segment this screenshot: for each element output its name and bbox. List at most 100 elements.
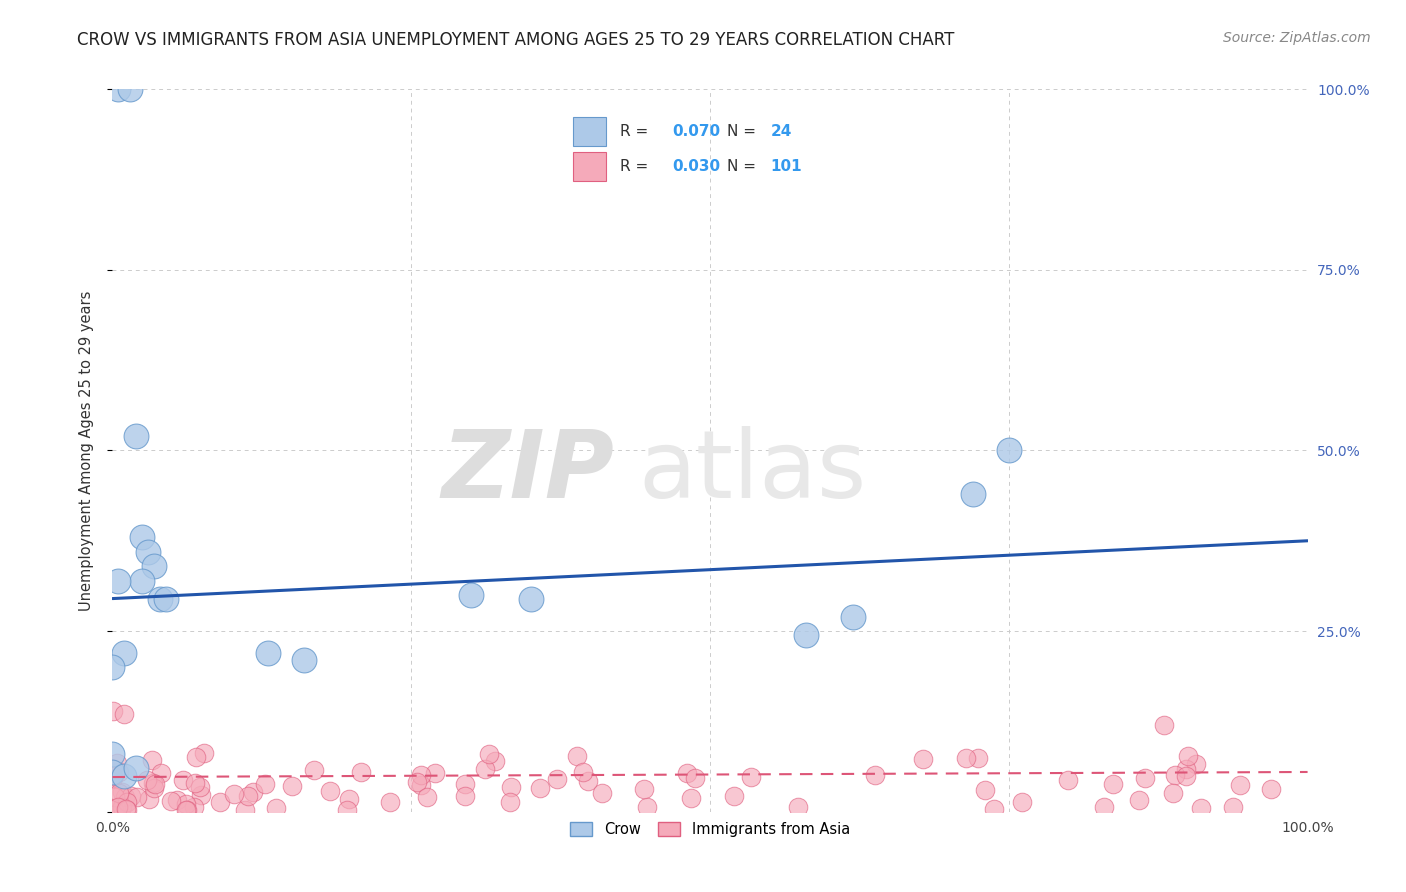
Point (787, 800, 810, 814)
Text: R =: R = (620, 160, 654, 174)
Point (101, 764, 124, 779)
Point (409, 778, 432, 792)
Point (141, 753, 163, 767)
Legend: Crow, Immigrants from Asia: Crow, Immigrants from Asia (562, 814, 858, 844)
Point (633, 781, 655, 796)
Point (105, 756, 128, 771)
Point (131, 574, 153, 588)
Point (336, 803, 359, 817)
Point (264, 800, 287, 814)
Point (209, 795, 232, 809)
Point (166, 792, 188, 806)
Point (454, 777, 477, 791)
Point (983, 802, 1005, 816)
Point (955, 751, 977, 765)
Point (136, 772, 159, 787)
Point (120, 789, 142, 804)
Point (142, 776, 165, 790)
Point (120, 82, 142, 96)
Point (173, 772, 195, 787)
Point (1133, 771, 1156, 785)
Point (176, 803, 198, 817)
Point (460, 588, 482, 602)
Point (1184, 756, 1206, 771)
Point (107, 800, 129, 814)
Point (184, 776, 207, 790)
Point (281, 780, 304, 794)
Point (319, 784, 342, 798)
Point (520, 591, 543, 606)
Point (125, 429, 148, 443)
Point (143, 780, 166, 795)
Point (101, 704, 124, 718)
Point (190, 788, 212, 802)
Point (962, 487, 984, 501)
Point (740, 770, 762, 784)
Point (1175, 762, 1198, 776)
Text: N =: N = (727, 124, 761, 139)
Point (149, 766, 172, 780)
Point (159, 794, 181, 808)
Point (529, 780, 551, 795)
Point (174, 797, 197, 811)
Point (115, 803, 138, 817)
Text: 24: 24 (770, 124, 792, 139)
Text: ZIP: ZIP (441, 426, 614, 518)
Point (409, 768, 432, 782)
Point (1161, 785, 1184, 799)
Point (1222, 800, 1244, 814)
Point (114, 646, 135, 660)
Point (974, 783, 997, 797)
Text: Source: ZipAtlas.com: Source: ZipAtlas.com (1223, 31, 1371, 45)
Point (572, 764, 595, 779)
Point (112, 707, 135, 722)
Point (1260, 782, 1282, 797)
Point (1092, 800, 1115, 814)
Point (478, 747, 501, 761)
Point (966, 751, 988, 765)
Text: 101: 101 (770, 160, 803, 174)
Point (1164, 768, 1187, 782)
FancyBboxPatch shape (574, 153, 606, 181)
Point (138, 544, 160, 558)
Text: 0.070: 0.070 (672, 124, 720, 139)
Point (143, 777, 166, 791)
Point (107, 786, 129, 800)
Point (1128, 793, 1150, 807)
Point (292, 653, 315, 667)
Point (155, 591, 177, 606)
Point (101, 660, 124, 674)
Point (378, 795, 401, 809)
Point (1102, 777, 1125, 791)
Point (636, 800, 658, 814)
Point (474, 762, 496, 776)
Point (117, 795, 139, 809)
Point (1153, 718, 1175, 732)
Point (794, 628, 817, 642)
Point (101, 747, 124, 761)
Point (1174, 769, 1197, 783)
Point (193, 746, 215, 760)
Point (183, 799, 205, 814)
Point (176, 803, 198, 817)
Point (998, 443, 1021, 458)
Point (104, 789, 127, 804)
Point (406, 775, 429, 789)
Point (425, 766, 447, 780)
Point (484, 754, 506, 768)
Point (125, 790, 148, 805)
Point (253, 777, 276, 791)
Point (1177, 749, 1199, 764)
Point (865, 768, 887, 782)
Point (111, 785, 134, 799)
Point (233, 803, 256, 817)
FancyBboxPatch shape (574, 117, 606, 145)
Point (188, 780, 211, 794)
Point (114, 769, 135, 783)
Point (499, 780, 522, 795)
Point (1057, 773, 1080, 788)
Point (224, 787, 246, 801)
Point (591, 786, 613, 800)
Point (1229, 778, 1251, 792)
Point (114, 802, 136, 816)
